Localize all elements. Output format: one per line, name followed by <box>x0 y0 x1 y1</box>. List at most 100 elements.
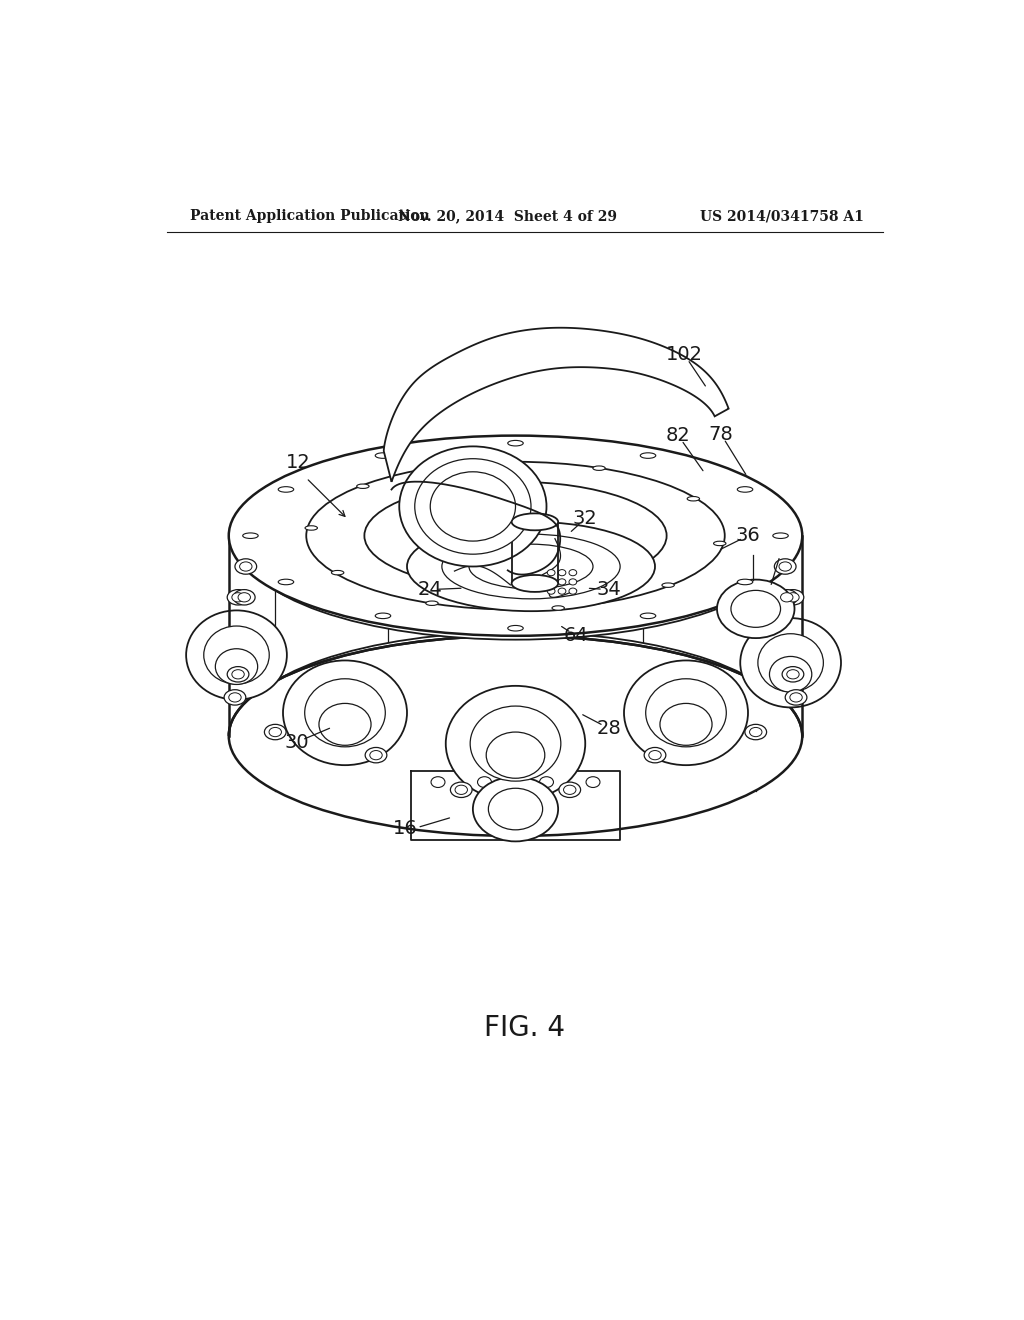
Text: 78: 78 <box>709 425 733 444</box>
Ellipse shape <box>773 533 788 539</box>
Ellipse shape <box>750 727 762 737</box>
Ellipse shape <box>186 610 287 700</box>
Ellipse shape <box>547 578 555 585</box>
Ellipse shape <box>445 686 586 801</box>
Ellipse shape <box>559 781 581 797</box>
Ellipse shape <box>228 436 802 636</box>
Ellipse shape <box>659 704 712 746</box>
Ellipse shape <box>508 626 523 631</box>
Ellipse shape <box>540 776 554 788</box>
Ellipse shape <box>769 656 812 692</box>
Ellipse shape <box>740 618 841 708</box>
Text: Nov. 20, 2014  Sheet 4 of 29: Nov. 20, 2014 Sheet 4 of 29 <box>398 209 617 223</box>
Ellipse shape <box>488 788 543 830</box>
Ellipse shape <box>234 558 257 574</box>
Ellipse shape <box>758 634 823 692</box>
Ellipse shape <box>431 776 445 788</box>
Ellipse shape <box>687 496 699 502</box>
Ellipse shape <box>455 785 467 795</box>
Ellipse shape <box>240 562 252 572</box>
Ellipse shape <box>467 461 479 466</box>
Ellipse shape <box>305 678 385 747</box>
Text: Patent Application Publication: Patent Application Publication <box>190 209 430 223</box>
Ellipse shape <box>318 704 371 746</box>
Ellipse shape <box>486 733 545 779</box>
Ellipse shape <box>558 570 566 576</box>
Ellipse shape <box>442 535 621 599</box>
Text: 16: 16 <box>393 818 418 838</box>
Ellipse shape <box>407 521 655 611</box>
Ellipse shape <box>227 590 249 605</box>
Text: 36: 36 <box>735 527 761 545</box>
Ellipse shape <box>306 462 725 610</box>
Text: 24: 24 <box>418 579 442 599</box>
Text: 30: 30 <box>285 733 309 751</box>
Ellipse shape <box>776 590 798 605</box>
Ellipse shape <box>786 593 799 602</box>
Ellipse shape <box>356 484 369 488</box>
Ellipse shape <box>558 589 566 594</box>
Ellipse shape <box>473 776 558 841</box>
Text: 32: 32 <box>572 510 598 528</box>
Text: 102: 102 <box>666 346 702 364</box>
Ellipse shape <box>552 606 564 610</box>
Ellipse shape <box>243 533 258 539</box>
Ellipse shape <box>279 487 294 492</box>
Ellipse shape <box>233 590 255 605</box>
Ellipse shape <box>415 459 531 554</box>
Ellipse shape <box>241 447 791 640</box>
Ellipse shape <box>426 601 438 606</box>
Ellipse shape <box>279 579 294 585</box>
Ellipse shape <box>366 747 387 763</box>
Ellipse shape <box>714 541 726 545</box>
Ellipse shape <box>224 689 246 705</box>
Ellipse shape <box>231 669 245 678</box>
Ellipse shape <box>593 466 605 470</box>
Ellipse shape <box>646 678 726 747</box>
Ellipse shape <box>264 725 286 739</box>
Text: 12: 12 <box>286 453 311 473</box>
Ellipse shape <box>717 579 795 638</box>
Ellipse shape <box>451 781 472 797</box>
Ellipse shape <box>430 471 515 541</box>
Ellipse shape <box>469 544 593 589</box>
Ellipse shape <box>365 482 667 590</box>
Ellipse shape <box>644 747 666 763</box>
Ellipse shape <box>305 525 317 531</box>
Ellipse shape <box>624 660 748 766</box>
Ellipse shape <box>477 776 492 788</box>
Ellipse shape <box>737 487 753 492</box>
Ellipse shape <box>786 669 799 678</box>
Ellipse shape <box>782 667 804 682</box>
Ellipse shape <box>744 725 767 739</box>
Ellipse shape <box>785 689 807 705</box>
Ellipse shape <box>790 693 802 702</box>
Ellipse shape <box>569 570 577 576</box>
Ellipse shape <box>375 453 391 458</box>
Text: US 2014/0341758 A1: US 2014/0341758 A1 <box>700 209 864 223</box>
Text: 64: 64 <box>563 626 589 645</box>
Ellipse shape <box>779 562 792 572</box>
Ellipse shape <box>782 590 804 605</box>
Ellipse shape <box>204 626 269 684</box>
Ellipse shape <box>228 636 802 836</box>
Ellipse shape <box>227 667 249 682</box>
Ellipse shape <box>774 558 796 574</box>
Ellipse shape <box>731 590 780 627</box>
Ellipse shape <box>283 660 407 766</box>
Ellipse shape <box>547 589 555 594</box>
Ellipse shape <box>569 589 577 594</box>
Ellipse shape <box>370 751 382 760</box>
Ellipse shape <box>780 593 793 602</box>
Ellipse shape <box>215 648 258 685</box>
Text: 82: 82 <box>666 426 690 445</box>
Text: 28: 28 <box>596 718 621 738</box>
Ellipse shape <box>231 593 245 602</box>
Ellipse shape <box>238 593 251 602</box>
Ellipse shape <box>399 446 547 566</box>
Ellipse shape <box>241 632 791 825</box>
Ellipse shape <box>640 453 655 458</box>
Ellipse shape <box>508 441 523 446</box>
Ellipse shape <box>640 612 655 619</box>
Ellipse shape <box>512 576 558 591</box>
